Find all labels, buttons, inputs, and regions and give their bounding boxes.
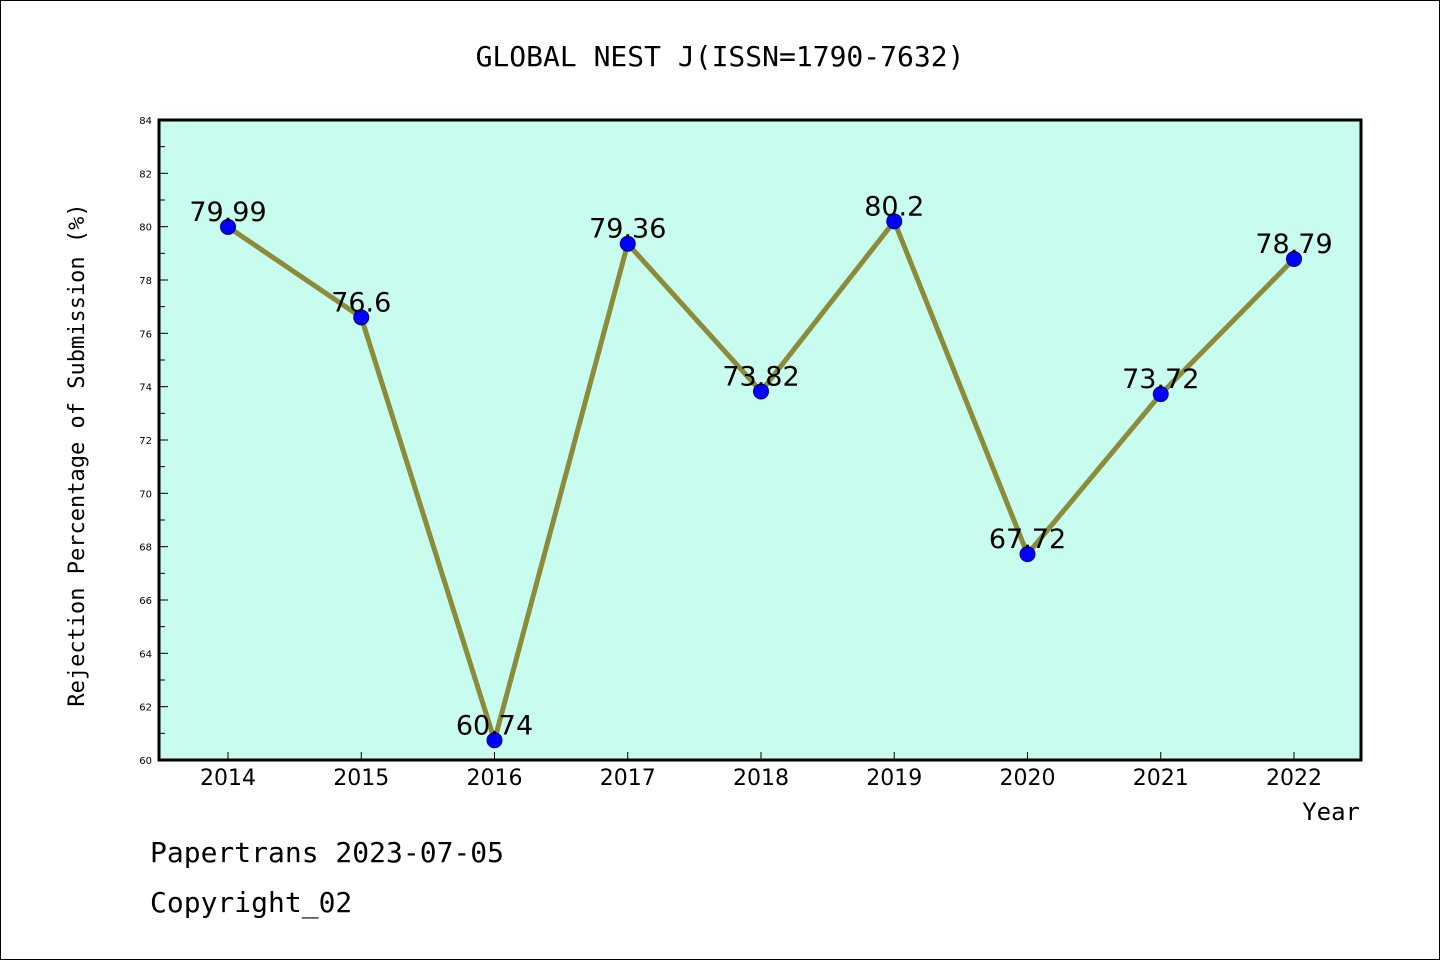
x-tick-label: 2022 bbox=[1266, 766, 1322, 791]
x-tick-label: 2017 bbox=[600, 766, 656, 791]
y-tick-label: 70 bbox=[139, 489, 152, 500]
data-label: 79.99 bbox=[189, 197, 266, 228]
data-label: 80.2 bbox=[864, 191, 924, 222]
data-point-marker bbox=[1019, 546, 1036, 563]
series-rejection-percentage: 79.99 76.6 60.74 79.36 73.82 80.2 67.72 73.72 78… bbox=[189, 191, 1333, 749]
y-tick-label: 80 bbox=[139, 223, 152, 234]
x-tick-label: 2015 bbox=[333, 766, 389, 791]
data-label: 79.36 bbox=[589, 214, 666, 245]
y-axis: 60 62 64 66 68 70 72 74 76 78 80 82 84 bbox=[139, 116, 168, 767]
data-point-marker bbox=[886, 213, 903, 230]
data-point-marker bbox=[619, 235, 636, 252]
x-tick-label: 2016 bbox=[467, 766, 523, 791]
x-tick-label: 2019 bbox=[866, 766, 922, 791]
x-tick-label: 2021 bbox=[1133, 766, 1189, 791]
data-point-marker bbox=[353, 309, 370, 326]
data-point-marker bbox=[486, 732, 503, 749]
y-tick-label: 60 bbox=[139, 756, 152, 767]
data-label: 78.79 bbox=[1255, 229, 1332, 260]
data-point-marker bbox=[1286, 250, 1302, 267]
x-axis: 2014 2015 2016 2017 2018 2019 2020 2021 2022 bbox=[200, 752, 1322, 791]
data-label: 73.72 bbox=[1122, 364, 1199, 395]
y-tick-label: 76 bbox=[139, 329, 152, 340]
data-point-marker bbox=[220, 218, 236, 235]
y-tick-label: 72 bbox=[139, 436, 152, 447]
chart-title: GLOBAL NEST J(ISSN=1790-7632) bbox=[476, 40, 965, 73]
plot-area bbox=[157, 118, 1363, 762]
x-tick-label: 2018 bbox=[733, 766, 789, 791]
y-tick-label: 64 bbox=[139, 649, 152, 660]
y-tick-label: 74 bbox=[139, 383, 152, 394]
data-point-marker bbox=[1152, 386, 1169, 403]
x-tick-label: 2014 bbox=[200, 766, 256, 791]
data-label: 67.72 bbox=[989, 524, 1066, 555]
y-tick-label: 82 bbox=[139, 169, 152, 180]
footer-copyright: Copyright_02 bbox=[150, 886, 353, 919]
y-tick-label: 66 bbox=[139, 596, 152, 607]
footer-date: Papertrans 2023-07-05 bbox=[150, 836, 505, 869]
data-label: 73.82 bbox=[722, 361, 799, 392]
y-tick-label: 78 bbox=[139, 276, 152, 287]
y-tick-label: 84 bbox=[139, 116, 152, 127]
data-label: 60.74 bbox=[456, 710, 533, 741]
x-tick-label: 2020 bbox=[1000, 766, 1056, 791]
y-tick-label: 68 bbox=[139, 543, 152, 554]
y-tick-label: 62 bbox=[139, 703, 152, 714]
y-axis-label: Rejection Percentage of Submission (%) bbox=[65, 203, 90, 706]
x-axis-label: Year bbox=[1302, 798, 1360, 826]
data-label: 76.6 bbox=[331, 287, 391, 318]
data-point-marker bbox=[753, 383, 769, 400]
